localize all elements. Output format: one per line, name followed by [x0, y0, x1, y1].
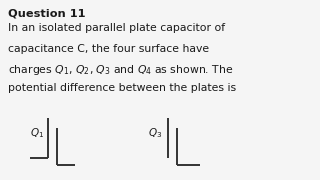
Text: Question 11: Question 11 [8, 8, 85, 18]
Text: charges $Q_1$, $Q_2$, $Q_3$ and $Q_4$ as shown. The: charges $Q_1$, $Q_2$, $Q_3$ and $Q_4$ as… [8, 63, 234, 77]
Text: potential difference between the plates is: potential difference between the plates … [8, 83, 236, 93]
Text: In an isolated parallel plate capacitor of: In an isolated parallel plate capacitor … [8, 23, 225, 33]
Text: $Q_3$: $Q_3$ [148, 126, 162, 140]
Text: $Q_1$: $Q_1$ [30, 126, 44, 140]
Text: capacitance C, the four surface have: capacitance C, the four surface have [8, 44, 209, 54]
